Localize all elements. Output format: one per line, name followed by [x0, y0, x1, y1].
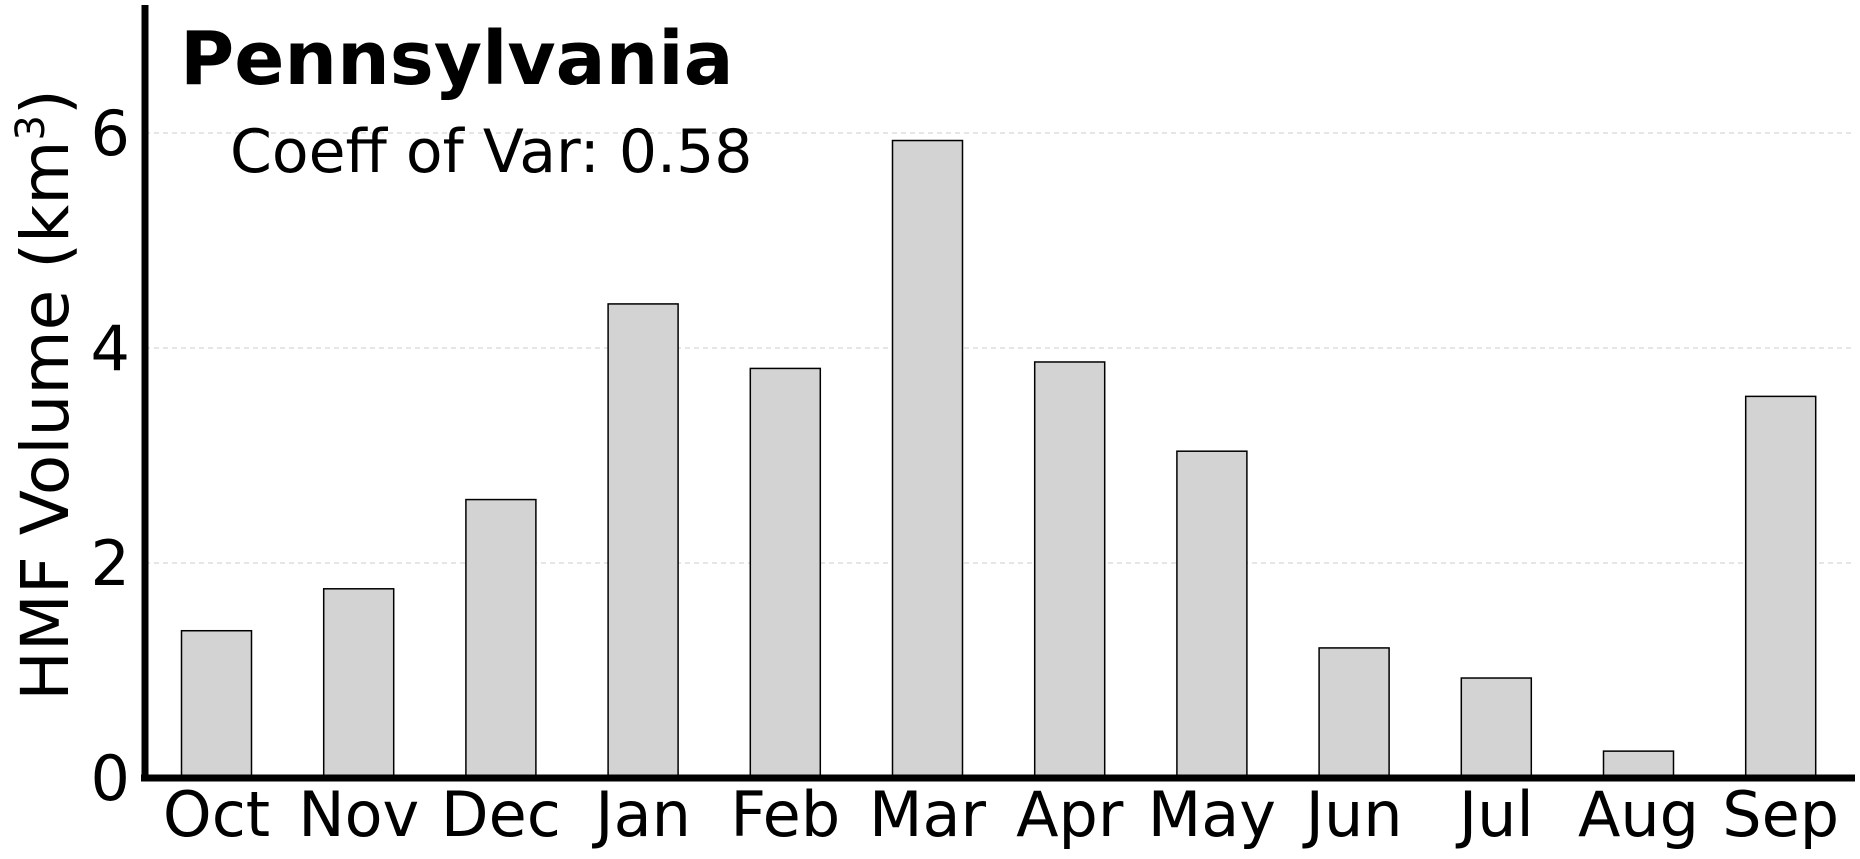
bar-dec [465, 498, 537, 779]
y-tick-label-0: 0 [91, 742, 130, 815]
bar-jun [1318, 647, 1390, 779]
x-tick-label-apr: Apr [1016, 778, 1124, 851]
chart-title: Pennsylvania [180, 16, 734, 102]
x-tick-label-feb: Feb [730, 778, 840, 851]
x-tick-label-aug: Aug [1578, 778, 1699, 851]
x-tick-label-mar: Mar [869, 778, 986, 851]
bar-feb [749, 367, 822, 779]
y-tick-label-1: 2 [91, 527, 130, 600]
x-tick-label-may: May [1148, 778, 1276, 851]
gridlines [145, 132, 1855, 564]
bar-oct [180, 629, 253, 779]
bar-apr [1033, 361, 1106, 779]
y-axis-label-text: HMF Volume (km [7, 140, 84, 700]
bar-jan [607, 303, 679, 779]
x-tick-label-jan: Jan [591, 778, 691, 851]
x-tick-label-nov: Nov [298, 778, 419, 851]
y-axis-label-suffix: ) [7, 89, 84, 115]
y-tick-label-3: 6 [91, 97, 130, 170]
y-tick-label-2: 4 [91, 312, 130, 385]
x-tick-labels: Oct Nov Dec Jan Feb Mar Apr May Jun Jul Aug Sep [163, 778, 1839, 851]
x-tick-label-oct: Oct [163, 778, 270, 851]
x-tick-label-dec: Dec [441, 778, 561, 851]
bar-jul [1460, 677, 1533, 779]
x-tick-label-sep: Sep [1722, 778, 1839, 851]
y-tick-labels: 0 2 4 6 [91, 97, 130, 815]
y-axis-label-superscript: 3 [8, 115, 54, 140]
bar-nov [322, 588, 395, 779]
bar-aug [1602, 750, 1675, 779]
coeff-of-var-annotation: Coeff of Var: 0.58 [230, 117, 752, 187]
bar-may [1176, 450, 1248, 779]
bar-mar [891, 139, 964, 779]
y-axis-label: HMF Volume (km3) [7, 89, 84, 700]
axes [141, 5, 1855, 782]
bars [180, 139, 1817, 779]
x-tick-label-jul: Jul [1455, 778, 1534, 851]
x-tick-label-jun: Jun [1302, 778, 1403, 851]
bar-sep [1744, 395, 1817, 779]
